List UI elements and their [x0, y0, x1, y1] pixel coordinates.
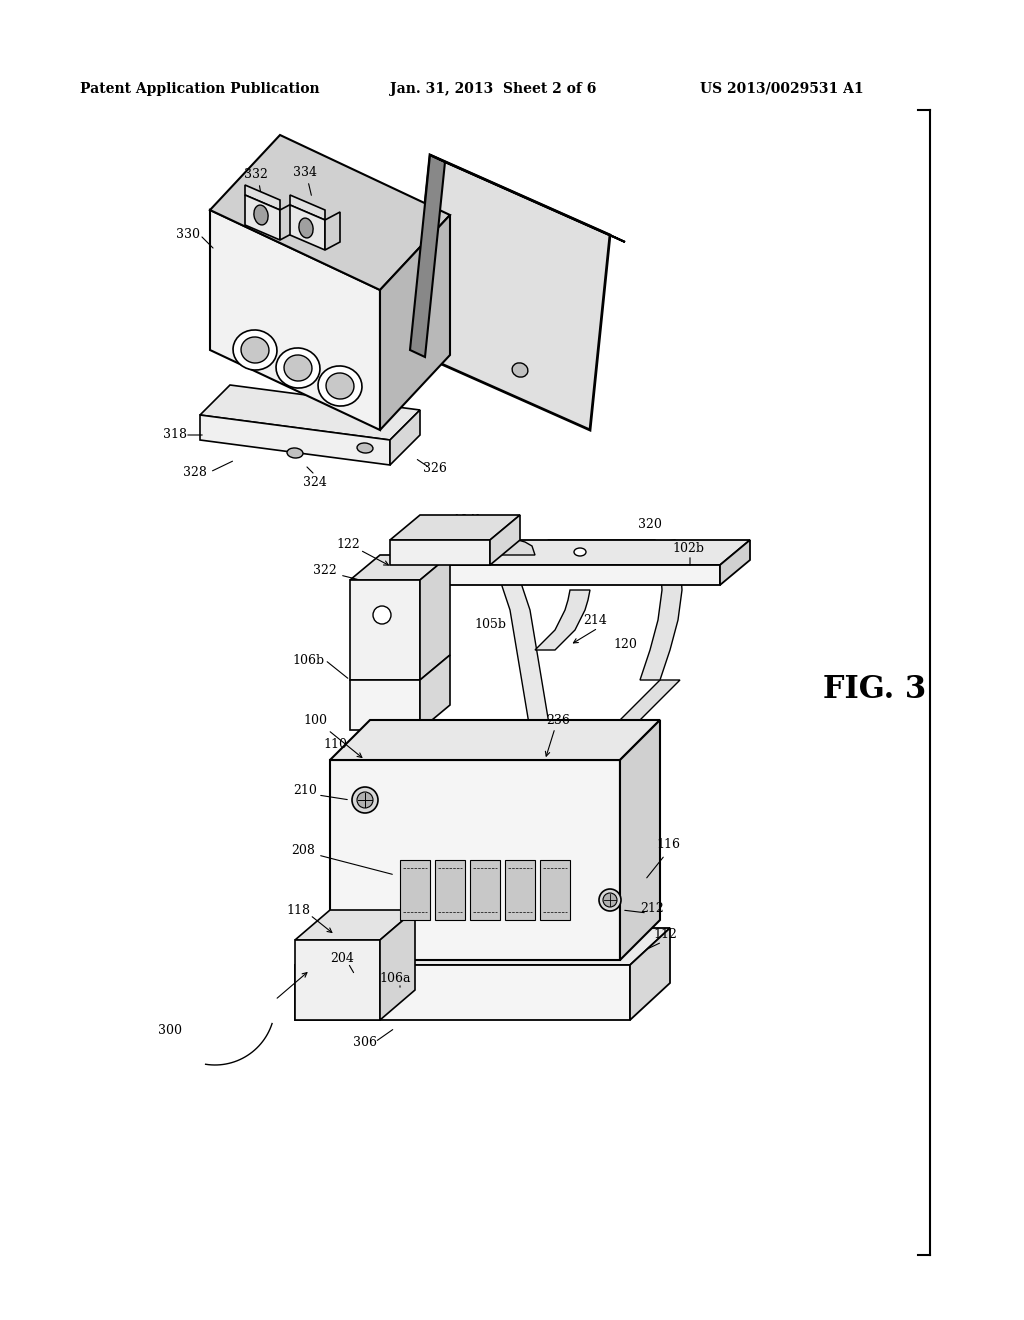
Text: 112: 112	[653, 928, 677, 941]
Text: 102b: 102b	[672, 541, 705, 554]
Ellipse shape	[233, 330, 276, 370]
Text: 116: 116	[656, 838, 680, 851]
Text: 214: 214	[583, 614, 607, 627]
Polygon shape	[410, 154, 610, 430]
Ellipse shape	[326, 374, 354, 399]
Polygon shape	[210, 135, 450, 290]
Polygon shape	[390, 565, 720, 585]
Text: 334: 334	[293, 166, 317, 180]
Text: 322: 322	[313, 564, 337, 577]
Ellipse shape	[299, 218, 313, 238]
Text: 122: 122	[336, 539, 359, 552]
Circle shape	[603, 894, 617, 907]
Polygon shape	[490, 540, 535, 554]
Polygon shape	[210, 210, 380, 430]
Text: FIG. 3: FIG. 3	[823, 675, 927, 705]
Text: 120: 120	[613, 639, 637, 652]
Ellipse shape	[284, 355, 312, 381]
Polygon shape	[200, 385, 420, 440]
Text: 332: 332	[244, 169, 268, 181]
Polygon shape	[390, 515, 520, 540]
Text: Jan. 31, 2013  Sheet 2 of 6: Jan. 31, 2013 Sheet 2 of 6	[390, 82, 596, 96]
Polygon shape	[548, 540, 682, 680]
Ellipse shape	[512, 363, 528, 378]
Text: 326: 326	[423, 462, 446, 474]
Polygon shape	[490, 515, 520, 565]
Polygon shape	[535, 590, 590, 649]
Ellipse shape	[357, 444, 373, 453]
Polygon shape	[470, 861, 500, 920]
Polygon shape	[630, 928, 670, 1020]
Polygon shape	[505, 861, 535, 920]
Polygon shape	[330, 719, 660, 760]
Polygon shape	[390, 540, 750, 565]
Polygon shape	[620, 719, 640, 960]
Polygon shape	[420, 554, 450, 680]
Text: 320: 320	[638, 519, 662, 532]
Polygon shape	[295, 940, 380, 1020]
Text: 328: 328	[183, 466, 207, 479]
Text: 104b: 104b	[452, 513, 484, 527]
Polygon shape	[430, 154, 625, 242]
Polygon shape	[400, 861, 430, 920]
Polygon shape	[420, 655, 450, 730]
Polygon shape	[620, 680, 680, 719]
Text: 100: 100	[303, 714, 327, 726]
Polygon shape	[295, 965, 630, 1020]
Polygon shape	[490, 554, 555, 780]
Ellipse shape	[241, 337, 269, 363]
Text: 318: 318	[163, 429, 187, 441]
Text: 236: 236	[546, 714, 570, 726]
Polygon shape	[435, 861, 465, 920]
Circle shape	[599, 888, 621, 911]
Text: Patent Application Publication: Patent Application Publication	[80, 82, 319, 96]
Polygon shape	[620, 719, 660, 960]
Text: 330: 330	[176, 228, 200, 242]
Polygon shape	[295, 928, 670, 965]
Polygon shape	[390, 411, 420, 465]
Polygon shape	[280, 202, 295, 240]
Polygon shape	[390, 540, 490, 565]
Text: 300: 300	[158, 1023, 182, 1036]
Text: 118: 118	[286, 903, 310, 916]
Polygon shape	[350, 579, 420, 680]
Polygon shape	[350, 680, 420, 730]
Polygon shape	[245, 195, 280, 240]
Polygon shape	[330, 760, 620, 960]
Text: 110: 110	[323, 738, 347, 751]
Text: US 2013/0029531 A1: US 2013/0029531 A1	[700, 82, 863, 96]
Ellipse shape	[287, 447, 303, 458]
Polygon shape	[410, 154, 445, 356]
Circle shape	[357, 792, 373, 808]
Ellipse shape	[276, 348, 319, 388]
Polygon shape	[380, 215, 450, 430]
Ellipse shape	[254, 205, 268, 224]
Polygon shape	[540, 861, 570, 920]
Polygon shape	[245, 185, 280, 210]
Polygon shape	[290, 195, 325, 220]
Text: 212: 212	[640, 902, 664, 915]
Polygon shape	[200, 414, 390, 465]
Text: 208: 208	[291, 843, 315, 857]
Text: 306: 306	[353, 1035, 377, 1048]
Polygon shape	[350, 554, 450, 579]
Ellipse shape	[318, 366, 361, 407]
Text: 204: 204	[330, 952, 354, 965]
Circle shape	[373, 606, 391, 624]
Circle shape	[352, 787, 378, 813]
Polygon shape	[720, 540, 750, 585]
Text: 210: 210	[293, 784, 317, 796]
Polygon shape	[325, 213, 340, 249]
Polygon shape	[290, 205, 325, 249]
Text: 324: 324	[303, 475, 327, 488]
Ellipse shape	[574, 548, 586, 556]
Text: 106a: 106a	[379, 972, 411, 985]
Text: 105b: 105b	[474, 619, 506, 631]
Text: 106b: 106b	[292, 653, 324, 667]
Polygon shape	[380, 909, 415, 1020]
Polygon shape	[295, 909, 415, 940]
